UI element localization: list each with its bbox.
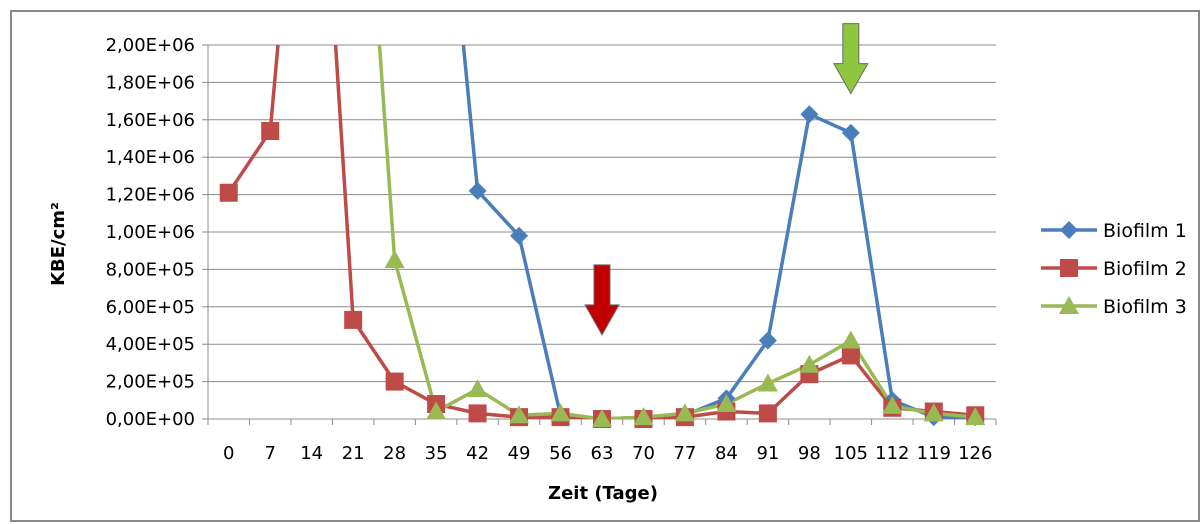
biofilm-2-point <box>758 404 777 423</box>
biofilm-3-point <box>840 330 861 349</box>
biofilm-3-point <box>384 250 405 269</box>
biofilm-2-point <box>841 346 860 365</box>
x-tick-label: 126 <box>958 443 992 464</box>
y-tick-label: 2,00E+06 <box>106 35 195 56</box>
x-tick-label: 119 <box>917 443 951 464</box>
series-markers <box>219 105 986 428</box>
biofilm-3-point <box>923 403 944 422</box>
biofilm-3-point <box>467 379 488 398</box>
x-tick-label: 91 <box>756 443 779 464</box>
legend-biofilm-3-marker <box>1059 296 1079 314</box>
x-tick-label: 105 <box>834 443 868 464</box>
y-tick-label: 6,00E+05 <box>106 297 195 318</box>
y-tick-label: 1,40E+06 <box>106 147 195 168</box>
y-tick-label: 1,80E+06 <box>106 72 195 93</box>
y-axis-tick-labels: 0,00E+00 2,00E+05 4,00E+05 6,00E+05 8,00E+05… <box>106 35 208 430</box>
line-chart: 0,00E+00 2,00E+05 4,00E+05 6,00E+05 8,00E+05… <box>48 23 1187 504</box>
y-tick-label: 1,00E+06 <box>106 222 195 243</box>
y-tick-label: 2,00E+05 <box>106 372 195 393</box>
biofilm-1-point <box>800 105 819 124</box>
y-tick-label: 8,00E+05 <box>106 259 195 280</box>
biofilm-3-point <box>674 403 695 422</box>
legend-biofilm-3-label: Biofilm 3 <box>1103 296 1187 318</box>
biofilm-3-point <box>426 401 447 420</box>
biofilm-3-point <box>757 373 778 392</box>
biofilm-3-point <box>716 394 737 413</box>
x-tick-label: 70 <box>632 443 655 464</box>
x-tick-label: 84 <box>715 443 738 464</box>
biofilm-3-point <box>799 354 820 373</box>
x-tick-label: 42 <box>466 443 489 464</box>
biofilm-3-point <box>965 407 986 426</box>
x-tick-label: 35 <box>425 443 448 464</box>
y-tick-label: 1,60E+06 <box>106 110 195 131</box>
x-tick-label: 21 <box>342 443 365 464</box>
annotation-arrows <box>584 23 869 336</box>
x-tick-label: 49 <box>508 443 531 464</box>
x-axis-title: Zeit (Tage) <box>548 483 658 504</box>
biofilm-1-point <box>758 331 777 350</box>
legend-biofilm-1-label: Biofilm 1 <box>1103 220 1187 242</box>
y-tick-label: 1,20E+06 <box>106 185 195 206</box>
annotation-arrow <box>584 264 620 336</box>
chart-frame: 0,00E+00 2,00E+05 4,00E+05 6,00E+05 8,00E+05… <box>10 10 1200 522</box>
biofilm-2-point <box>219 183 238 202</box>
series-lines <box>227 45 976 419</box>
x-tick-label: 28 <box>383 443 406 464</box>
x-tick-label: 77 <box>673 443 696 464</box>
legend: Biofilm 1 Biofilm 2 Biofilm 3 <box>1041 220 1187 318</box>
gridlines <box>208 44 996 383</box>
biofilm-3-point <box>550 403 571 422</box>
biofilm-2-point <box>468 404 487 423</box>
biofilm-3-point <box>633 407 654 426</box>
x-tick-label: 14 <box>300 443 323 464</box>
legend-biofilm-2-label: Biofilm 2 <box>1103 258 1187 280</box>
biofilm-3-line <box>377 45 976 419</box>
x-tick-label: 7 <box>264 443 275 464</box>
x-axis-tick-labels: 0 7 14 21 28 35 42 49 56 63 70 77 84 91 98 105 112 119 126 <box>207 419 997 464</box>
x-tick-label: 63 <box>591 443 614 464</box>
x-tick-label: 112 <box>875 443 909 464</box>
biofilm-2-point <box>344 310 363 329</box>
legend-biofilm-1-marker <box>1060 221 1078 239</box>
y-tick-label: 4,00E+05 <box>106 334 195 355</box>
biofilm-2-point <box>385 372 404 391</box>
biofilm-2-point <box>261 122 280 141</box>
biofilm-1-point <box>841 123 860 142</box>
x-tick-label: 0 <box>223 443 234 464</box>
y-tick-label: 0,00E+00 <box>106 409 195 430</box>
y-axis-title: KBE/cm² <box>48 202 69 286</box>
biofilm-3-point <box>592 409 612 427</box>
x-tick-label: 98 <box>798 443 821 464</box>
biofilm-3-point <box>882 395 903 414</box>
x-tick-label: 56 <box>549 443 572 464</box>
annotation-arrow <box>832 23 869 95</box>
legend-biofilm-2-marker <box>1060 259 1078 277</box>
biofilm-1-line <box>461 45 976 419</box>
biofilm-1-point <box>468 181 487 200</box>
biofilm-3-point <box>509 405 530 424</box>
